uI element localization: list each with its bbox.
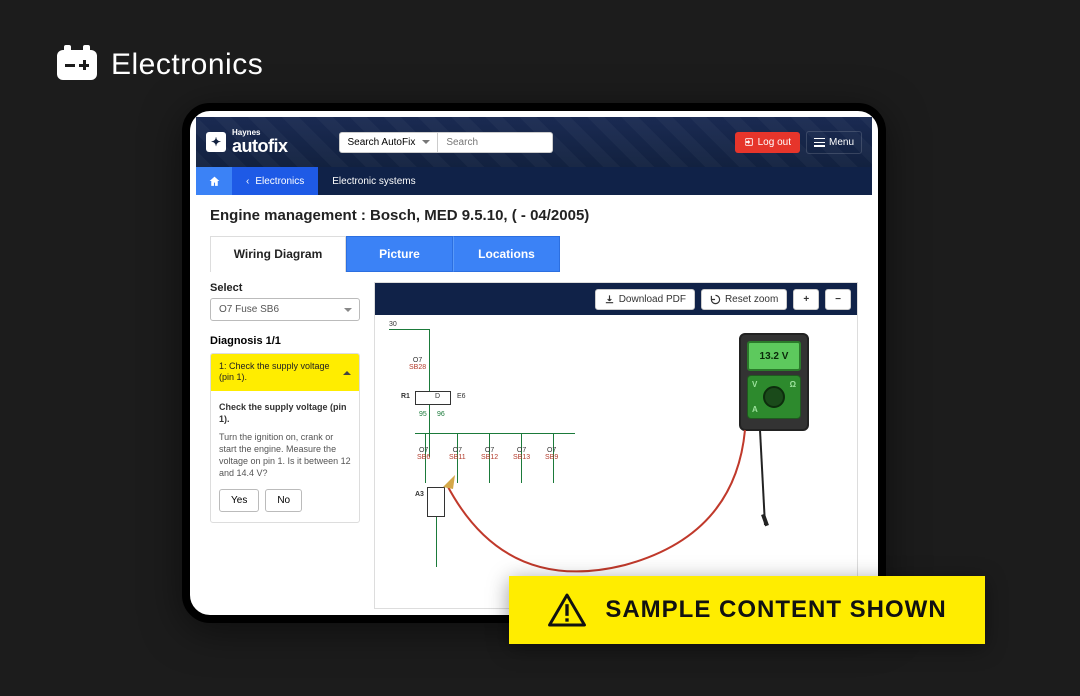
warning-icon [547,592,587,628]
menu-button[interactable]: Menu [806,131,862,154]
search-scope-dropdown[interactable]: Search AutoFix [339,132,439,153]
logout-icon [744,137,754,147]
diagram-panel: Download PDF Reset zoom + − 30 [374,282,858,609]
reset-icon [710,294,721,305]
hamburger-icon [814,138,825,147]
select-label: Select [210,282,360,294]
reset-zoom-button[interactable]: Reset zoom [701,289,787,310]
yes-no-group: Yes No [219,489,351,512]
reset-zoom-label: Reset zoom [725,294,778,305]
brand-name: autofix [232,137,288,155]
yes-button[interactable]: Yes [219,489,259,512]
breadcrumb: ‹ Electronics Electronic systems [196,167,872,195]
wiring-canvas[interactable]: 30 O7 SB28 R1 D E6 95 [375,315,857,608]
menu-label: Menu [829,137,854,148]
brand-icon: ✦ [206,132,226,152]
download-pdf-button[interactable]: Download PDF [595,289,695,310]
sample-banner-text: SAMPLE CONTENT SHOWN [605,596,946,624]
tablet-frame: ✦ Haynes autofix Search AutoFix Log out … [182,103,886,623]
tabs: Wiring Diagram Picture Locations [196,236,872,272]
breadcrumb-back[interactable]: ‹ Electronics [232,167,318,195]
brand-text: Haynes autofix [232,129,288,155]
diagnosis-step-body: Check the supply voltage (pin 1). Turn t… [211,391,359,523]
download-pdf-label: Download PDF [619,294,686,305]
category-label: Electronics [111,48,263,82]
fuse-select[interactable]: O7 Fuse SB6 [210,298,360,321]
search-combo: Search AutoFix [339,132,554,153]
page-title: Engine management : Bosch, MED 9.5.10, (… [196,195,872,236]
breadcrumb-home[interactable] [196,167,232,195]
diagnosis-title: Diagnosis 1/1 [210,335,360,347]
step-title: Check the supply voltage (pin 1). [219,401,351,425]
probe-leads [375,315,857,608]
sidebar: Select O7 Fuse SB6 Diagnosis 1/1 1: Chec… [210,282,360,609]
breadcrumb-current: Electronic systems [318,167,429,195]
home-icon [208,175,221,188]
brand-logo[interactable]: ✦ Haynes autofix [206,129,288,155]
screen: ✦ Haynes autofix Search AutoFix Log out … [196,117,872,609]
diagram-toolbar: Download PDF Reset zoom + − [375,283,857,315]
step-text: Turn the ignition on, crank or start the… [219,431,351,480]
sample-banner: SAMPLE CONTENT SHOWN [509,576,985,644]
diagram-area: Download PDF Reset zoom + − 30 [374,282,858,609]
content-body: Select O7 Fuse SB6 Diagnosis 1/1 1: Chec… [196,272,872,609]
download-icon [604,294,615,305]
zoom-in-button[interactable]: + [793,289,819,310]
breadcrumb-back-label: Electronics [255,176,304,187]
breadcrumb-current-label: Electronic systems [332,176,415,187]
tab-locations[interactable]: Locations [453,236,560,272]
logout-label: Log out [758,137,791,148]
tab-picture[interactable]: Picture [346,236,453,272]
logout-button[interactable]: Log out [735,132,800,153]
app-header: ✦ Haynes autofix Search AutoFix Log out … [196,117,872,167]
battery-icon [57,50,97,80]
zoom-out-button[interactable]: − [825,289,851,310]
category-header: Electronics [57,48,263,82]
no-button[interactable]: No [265,489,302,512]
search-input[interactable] [438,132,553,153]
tab-wiring[interactable]: Wiring Diagram [210,236,346,272]
chevron-left-icon: ‹ [246,176,249,187]
diagnosis-step-header[interactable]: 1: Check the supply voltage (pin 1). [211,354,359,391]
diagnosis-panel: 1: Check the supply voltage (pin 1). Che… [210,353,360,523]
